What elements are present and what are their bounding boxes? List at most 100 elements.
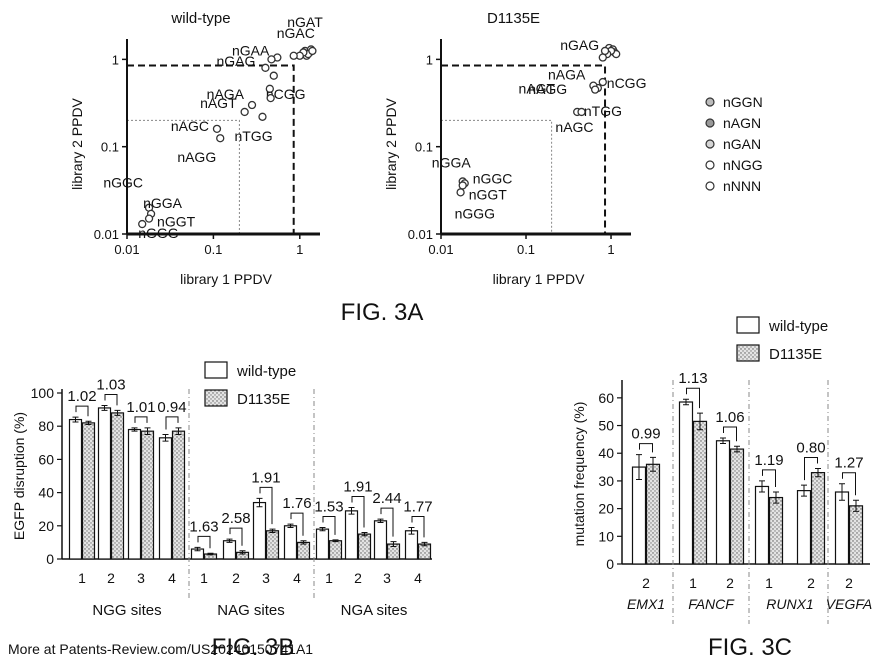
bar-d1135e (694, 421, 707, 564)
data-point (602, 47, 609, 54)
bar-wild-type (129, 430, 141, 559)
ratio-label: 2.44 (372, 490, 401, 507)
y-tick-label: 20 (598, 501, 614, 517)
ratio-label: 2.58 (221, 510, 250, 527)
bar-wild-type (836, 492, 849, 564)
y-tick-label: 60 (38, 451, 54, 467)
ratio-label: 1.91 (251, 469, 280, 486)
ratio-bracket (76, 406, 88, 416)
bar-d1135e (770, 498, 783, 564)
data-point (268, 56, 275, 63)
bar-wild-type (70, 420, 82, 559)
data-point (459, 182, 466, 189)
bar-d1135e (142, 431, 154, 559)
bar-d1135e (731, 449, 744, 564)
legend-label: nGGN (723, 94, 763, 110)
data-point (457, 189, 464, 196)
data-point (213, 125, 220, 132)
bar-wild-type (798, 491, 811, 564)
bar-wild-type (406, 531, 418, 559)
gene-label: RUNX1 (766, 596, 813, 612)
bar-wild-type (317, 529, 329, 559)
footer-source-text: More at Patents-Review.com/US20240150741… (8, 641, 313, 657)
point-label: nAGG (177, 149, 216, 165)
bar-wild-type (375, 521, 387, 559)
bar-d1135e (359, 534, 371, 559)
y-axis-label: EGFP disruption (%) (11, 412, 27, 540)
bar-wild-type (285, 526, 297, 559)
data-point (309, 47, 316, 54)
bar-d1135e (850, 506, 863, 564)
legend-swatch (205, 390, 227, 406)
x-tick-label: 0.1 (204, 242, 222, 257)
y-tick-label: 1 (426, 52, 433, 67)
point-label: nGGC (103, 175, 143, 191)
data-point (146, 215, 153, 222)
data-point (249, 102, 256, 109)
bar-wild-type (633, 467, 646, 564)
ratio-bracket (135, 417, 147, 423)
point-label: nAGG (528, 81, 567, 97)
x-tick-label: 4 (293, 570, 301, 586)
ratio-label: 1.03 (96, 376, 125, 393)
point-label: nCGG (607, 75, 647, 91)
point-label: nGAG (560, 37, 599, 53)
group-label: NGG sites (92, 602, 161, 619)
ratio-bracket (763, 470, 776, 487)
point-label: nAGC (171, 118, 209, 134)
x-tick-label: 4 (168, 570, 176, 586)
legend-label: wild-type (768, 318, 828, 335)
legend-label: nNGG (723, 157, 763, 173)
x-tick-label: 2 (107, 570, 115, 586)
figure-label-3a: FIG. 3A (341, 299, 424, 326)
point-label: nGGA (143, 195, 183, 211)
ratio-label: 0.80 (796, 439, 825, 456)
data-point (599, 79, 606, 86)
legend-label: D1135E (769, 346, 822, 363)
point-label: nGAG (217, 53, 256, 69)
y-tick-label: 0 (46, 551, 54, 567)
x-tick-label: 1 (200, 570, 208, 586)
bar-wild-type (680, 402, 693, 564)
legend-label: wild-type (236, 363, 296, 380)
legend-swatch (205, 362, 227, 378)
data-point (578, 108, 585, 115)
point-label: nAGC (555, 119, 593, 135)
data-point (592, 86, 599, 93)
x-tick-label: 2 (726, 575, 734, 591)
y-tick-label: 40 (598, 445, 614, 461)
y-tick-label: 0.1 (415, 140, 433, 155)
point-label: nAGT (200, 95, 237, 111)
bar-wild-type (717, 441, 730, 564)
group-label: NGA sites (341, 602, 408, 619)
point-label: nGGG (138, 225, 178, 241)
bar-d1135e (298, 542, 310, 559)
x-axis-label: library 1 PPDV (493, 271, 585, 287)
figure-label-3c: FIG. 3C (708, 634, 792, 661)
legend-label: nGAN (723, 136, 761, 152)
x-tick-label: 1 (765, 575, 773, 591)
scatter-wild-type: wild-type0.010.010.10.111library 1 PPDVl… (69, 10, 323, 287)
chart-title: wild-type (170, 10, 230, 27)
y-tick-label: 80 (38, 418, 54, 434)
ratio-label: 1.27 (834, 455, 863, 472)
bar-wild-type (160, 438, 172, 559)
legend-label: nNNN (723, 178, 761, 194)
bar-d1135e (112, 413, 124, 559)
legend-swatch (737, 345, 759, 361)
y-tick-label: 40 (38, 485, 54, 501)
bar-wild-type (346, 511, 358, 559)
x-tick-label: 1 (689, 575, 697, 591)
x-tick-label: 3 (383, 570, 391, 586)
x-tick-label: 2 (807, 575, 815, 591)
y-tick-label: 30 (598, 473, 614, 489)
ratio-label: 1.91 (343, 479, 372, 496)
ratio-label: 1.53 (314, 498, 343, 515)
y-tick-label: 20 (38, 518, 54, 534)
y-tick-label: 0.01 (94, 227, 119, 242)
x-tick-label: 2 (642, 575, 650, 591)
bar-wild-type (756, 486, 769, 564)
data-point (259, 113, 266, 120)
y-tick-label: 0.01 (408, 227, 433, 242)
x-tick-label: 0.01 (114, 242, 139, 257)
